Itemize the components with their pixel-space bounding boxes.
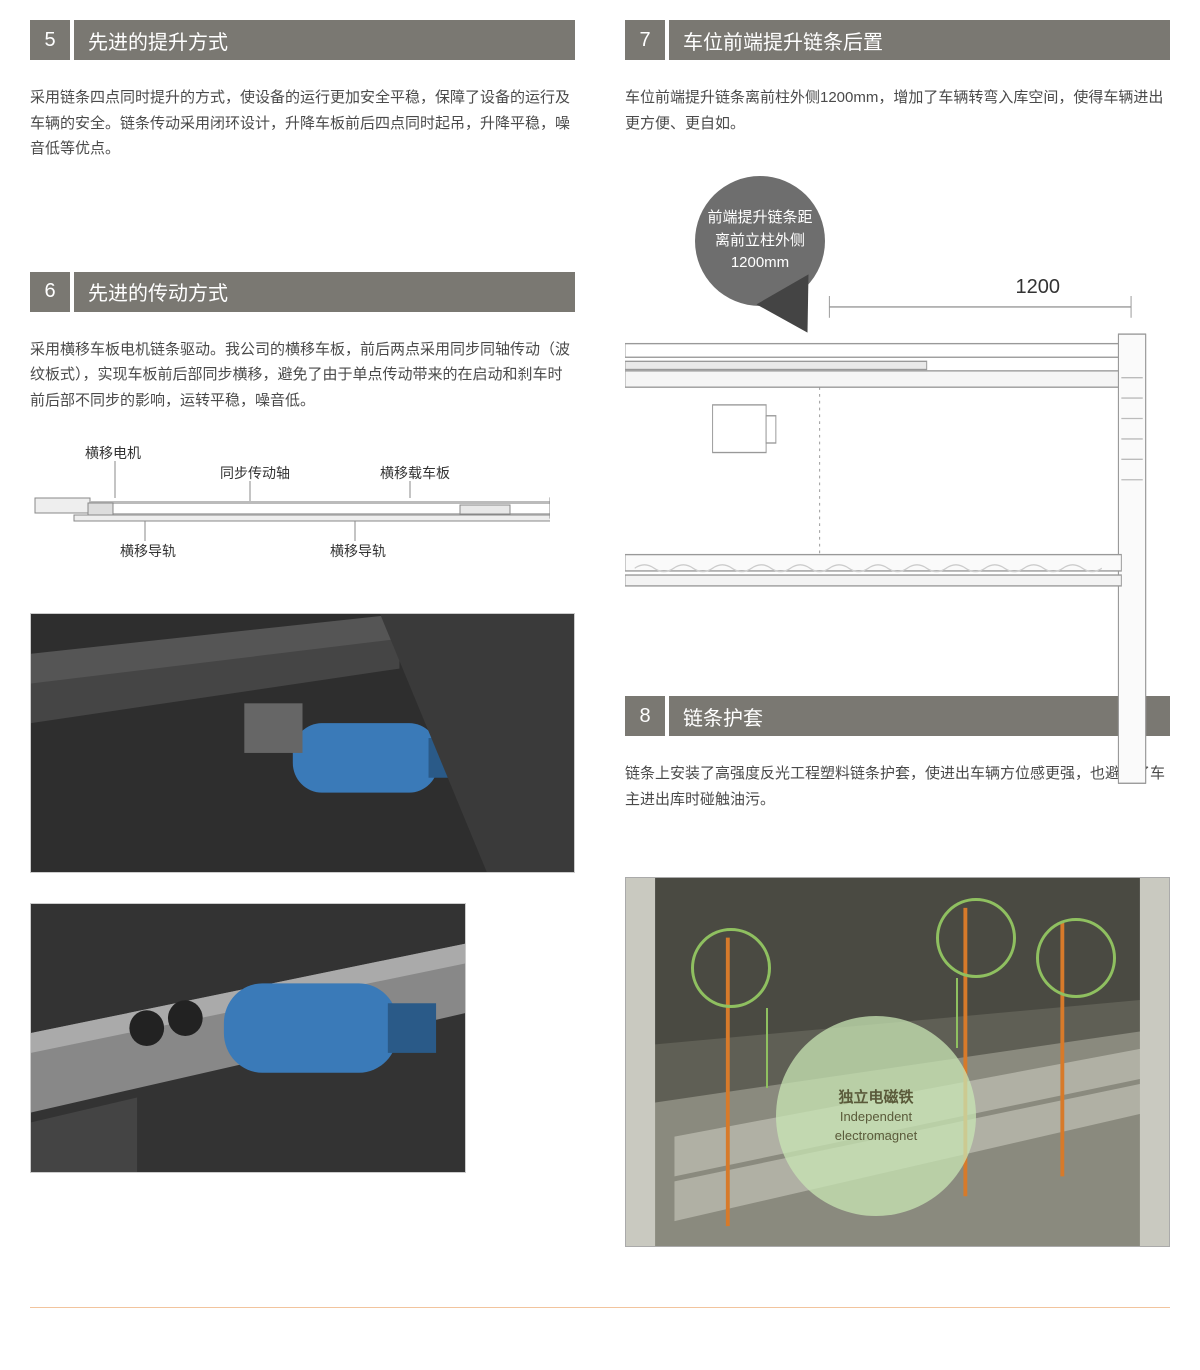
callout-electromagnet: 独立电磁铁 Independent electromagnet — [776, 1016, 976, 1216]
section-title: 先进的提升方式 — [74, 20, 575, 60]
section-6-image-1 — [30, 613, 575, 873]
section-number: 5 — [30, 20, 70, 60]
callout-en-2: electromagnet — [835, 1127, 917, 1145]
chain-motor-illustration — [31, 614, 574, 872]
label-rail-left: 横移导轨 — [120, 541, 176, 561]
callout-zh: 独立电磁铁 — [838, 1087, 913, 1108]
right-column: 7 车位前端提升链条后置 车位前端提升链条离前柱外侧1200mm，增加了车辆转弯… — [625, 20, 1170, 1247]
section-title: 车位前端提升链条后置 — [669, 20, 1170, 60]
chain-motor-closeup — [31, 904, 465, 1172]
bottom-divider — [30, 1307, 1170, 1308]
label-motor: 横移电机 — [85, 443, 141, 463]
section-5-body: 采用链条四点同时提升的方式，使设备的运行更加安全平稳，保障了设备的运行及车辆的安… — [30, 85, 575, 162]
label-shaft: 同步传动轴 — [220, 463, 290, 483]
technical-drawing-svg — [625, 296, 1170, 786]
section-8-photo: 独立电磁铁 Independent electromagnet — [625, 877, 1170, 1247]
highlight-circle-icon — [691, 928, 771, 1008]
section-8-image-wrap: 独立电磁铁 Independent electromagnet — [625, 877, 1170, 1247]
left-column: 5 先进的提升方式 采用链条四点同时提升的方式，使设备的运行更加安全平稳，保障了… — [30, 20, 575, 1247]
diagram-7-chain-position: 前端提升链条距离前立柱外侧1200mm 1200 — [625, 166, 1170, 656]
section-5-header: 5 先进的提升方式 — [30, 20, 575, 60]
section-number: 7 — [625, 20, 665, 60]
highlight-circle-icon — [936, 898, 1016, 978]
label-rail-right: 横移导轨 — [330, 541, 386, 561]
connector-line — [956, 978, 958, 1048]
callout-en-1: Independent — [840, 1108, 912, 1126]
two-column-layout: 5 先进的提升方式 采用链条四点同时提升的方式，使设备的运行更加安全平稳，保障了… — [30, 20, 1170, 1247]
section-title: 先进的传动方式 — [74, 272, 575, 312]
section-7-body: 车位前端提升链条离前柱外侧1200mm，增加了车辆转弯入库空间，使得车辆进出更方… — [625, 85, 1170, 136]
label-pallet: 横移载车板 — [380, 463, 450, 483]
section-6-image-2 — [30, 903, 466, 1173]
diagram-6-transmission: 横移电机 同步传动轴 横移载车板 横移导轨 横移导轨 — [30, 443, 575, 573]
connector-line — [766, 1008, 768, 1088]
section-6-body: 采用横移车板电机链条驱动。我公司的横移车板，前后两点采用同步同轴传动（波纹板式）… — [30, 337, 575, 414]
section-number: 6 — [30, 272, 70, 312]
highlight-circle-icon — [1036, 918, 1116, 998]
section-6-header: 6 先进的传动方式 — [30, 272, 575, 312]
section-7-header: 7 车位前端提升链条后置 — [625, 20, 1170, 60]
